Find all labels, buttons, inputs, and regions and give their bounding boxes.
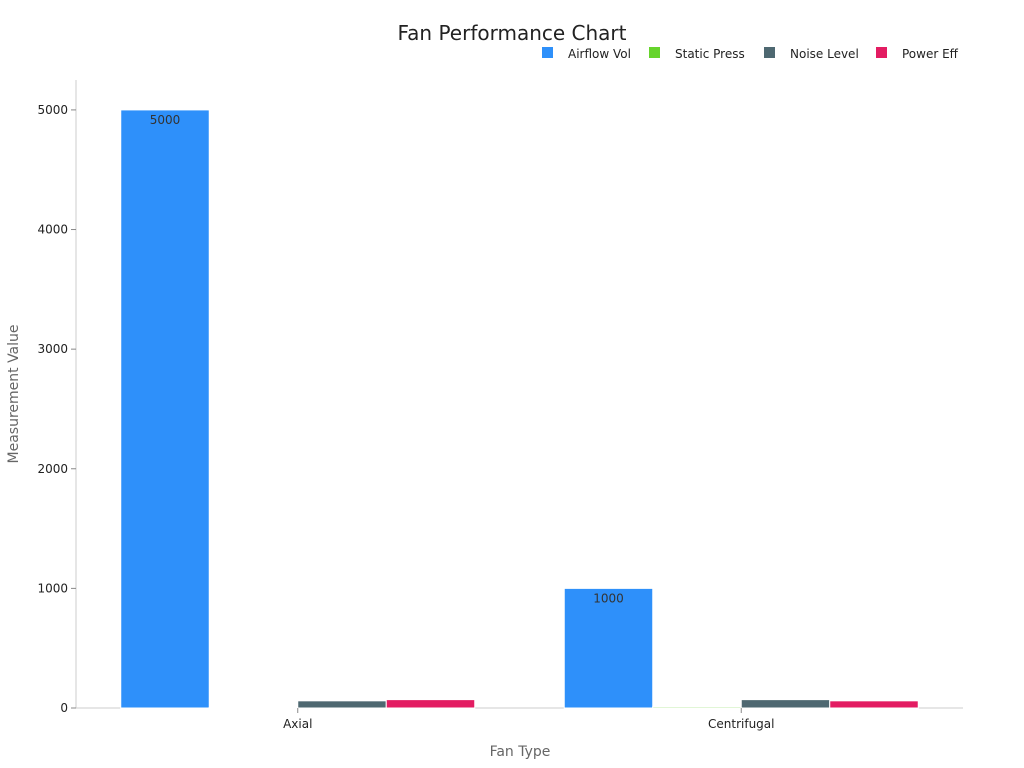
y-tick-label: 4000 (37, 223, 68, 237)
x-tick-label: Axial (283, 717, 312, 731)
legend-label: Static Press (675, 47, 745, 61)
legend-swatch (764, 47, 775, 58)
bar-static-press-centrifugal (652, 706, 742, 709)
y-tick-label: 3000 (37, 342, 68, 356)
data-label: 5000 (150, 113, 181, 127)
legend-swatch (876, 47, 887, 58)
legend-swatch (542, 47, 553, 58)
legend-swatch (649, 47, 660, 58)
x-tick-label: Centrifugal (708, 717, 774, 731)
bar-power-eff-axial (385, 699, 476, 709)
legend-label: Noise Level (790, 47, 859, 61)
legend-label: Power Eff (902, 47, 959, 61)
bar-power-eff-centrifugal (829, 700, 919, 709)
bar-noise-level-centrifugal (740, 699, 831, 709)
bar-airflow-vol-centrifugal (563, 587, 654, 709)
bar-noise-level-axial (297, 700, 387, 709)
bar-airflow-vol-axial (120, 109, 210, 709)
data-label: 1000 (593, 591, 624, 605)
y-tick-label: 1000 (37, 581, 68, 595)
chart-title: Fan Performance Chart (397, 21, 626, 45)
bar-static-press-axial (208, 707, 299, 709)
y-tick-label: 0 (60, 701, 68, 715)
plot-area: 0 1000 2000 3000 4000 5000 Axial 5000 Centrifuga… (37, 80, 963, 731)
legend-label: Airflow Vol (568, 47, 631, 61)
x-axis-title: Fan Type (490, 744, 551, 760)
y-axis-title: Measurement Value (6, 324, 22, 463)
legend: Airflow Vol Static Press Noise Level Power … (542, 47, 959, 61)
y-tick-label: 5000 (37, 103, 68, 117)
y-tick-label: 2000 (37, 462, 68, 476)
